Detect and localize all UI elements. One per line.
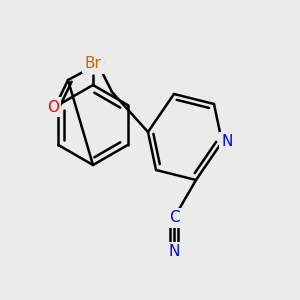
Text: Br: Br: [85, 56, 101, 70]
Text: N: N: [168, 244, 180, 260]
Text: C: C: [169, 211, 179, 226]
Text: O: O: [47, 100, 59, 115]
Text: O: O: [92, 56, 104, 71]
Text: N: N: [221, 134, 233, 149]
